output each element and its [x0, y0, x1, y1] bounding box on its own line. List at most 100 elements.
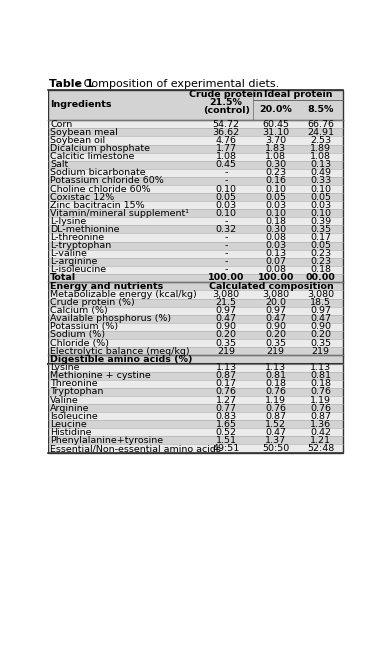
Text: -: - — [224, 249, 228, 258]
Text: 0.47: 0.47 — [310, 314, 331, 323]
Text: -: - — [224, 169, 228, 177]
Text: L-tryptophan: L-tryptophan — [50, 241, 111, 250]
Bar — [48, 185, 343, 193]
Text: 20.0%: 20.0% — [259, 105, 292, 114]
Text: 100.00: 100.00 — [208, 274, 244, 283]
Bar — [48, 380, 343, 388]
Text: 20.0: 20.0 — [265, 298, 286, 307]
Text: 0.97: 0.97 — [216, 306, 237, 315]
Text: 0.20: 0.20 — [216, 331, 237, 339]
Text: 0.23: 0.23 — [310, 257, 331, 266]
Text: L-lysine: L-lysine — [50, 217, 87, 226]
Bar — [48, 428, 343, 436]
Text: 2.53: 2.53 — [310, 136, 331, 145]
Text: -: - — [224, 217, 228, 226]
Text: 0.97: 0.97 — [310, 306, 331, 315]
Bar — [48, 339, 343, 347]
Text: Digestible amino acids (%): Digestible amino acids (%) — [50, 355, 193, 364]
Bar — [48, 363, 343, 372]
Text: – Composition of experimental diets.: – Composition of experimental diets. — [71, 79, 279, 89]
Bar — [48, 274, 343, 282]
Text: 31.10: 31.10 — [262, 128, 289, 137]
Text: -: - — [224, 233, 228, 242]
Text: 1.21: 1.21 — [310, 436, 331, 445]
Text: 0.83: 0.83 — [216, 412, 237, 420]
Text: Total: Total — [50, 274, 76, 283]
Text: 1.08: 1.08 — [265, 152, 286, 161]
Bar — [48, 120, 343, 129]
Text: 0.10: 0.10 — [310, 184, 331, 194]
Text: Choline chloride 60%: Choline chloride 60% — [50, 184, 151, 194]
Text: Calculated composition: Calculated composition — [209, 281, 334, 291]
Bar — [48, 266, 343, 274]
Text: 0.35: 0.35 — [216, 338, 237, 348]
Text: 24.91: 24.91 — [307, 128, 334, 137]
Text: 0.10: 0.10 — [310, 209, 331, 218]
Text: 0.81: 0.81 — [310, 371, 331, 380]
Text: 18.5: 18.5 — [310, 298, 331, 307]
Bar — [48, 323, 343, 331]
Text: Salt: Salt — [50, 160, 69, 169]
Text: Soybean meal: Soybean meal — [50, 128, 118, 137]
Text: 1.89: 1.89 — [310, 144, 331, 153]
Text: 0.90: 0.90 — [310, 322, 331, 331]
Text: Histidine: Histidine — [50, 428, 92, 437]
Text: Isoleucine: Isoleucine — [50, 412, 98, 420]
Text: Valine: Valine — [50, 396, 79, 405]
Text: Calcium (%): Calcium (%) — [50, 306, 108, 315]
Text: Ingredients: Ingredients — [50, 100, 112, 110]
Text: 0.07: 0.07 — [265, 257, 286, 266]
Text: 52:48: 52:48 — [307, 444, 334, 453]
Text: Soybean oil: Soybean oil — [50, 136, 105, 145]
Bar — [48, 89, 343, 453]
Text: 1.51: 1.51 — [216, 436, 237, 445]
Text: Table 1: Table 1 — [49, 79, 94, 89]
Text: 0.05: 0.05 — [310, 241, 331, 250]
Text: 3,080: 3,080 — [307, 290, 334, 299]
Bar — [48, 306, 343, 315]
Text: 1.36: 1.36 — [310, 420, 331, 429]
Text: 1.13: 1.13 — [310, 363, 331, 372]
Text: 219: 219 — [312, 346, 330, 356]
Text: 0.47: 0.47 — [265, 314, 286, 323]
Text: 0.35: 0.35 — [310, 225, 331, 234]
Text: 3,080: 3,080 — [262, 290, 289, 299]
Text: 0.10: 0.10 — [216, 209, 237, 218]
Text: 1.37: 1.37 — [265, 436, 286, 445]
Text: 0.05: 0.05 — [310, 193, 331, 201]
Bar — [48, 282, 343, 291]
Text: 0.10: 0.10 — [265, 209, 286, 218]
Text: 0.35: 0.35 — [265, 338, 286, 348]
Text: -: - — [224, 241, 228, 250]
Text: Dicalcium phosphate: Dicalcium phosphate — [50, 144, 150, 153]
Bar — [48, 445, 343, 453]
Text: 0.39: 0.39 — [310, 217, 331, 226]
Text: Vitamin/mineral supplement¹: Vitamin/mineral supplement¹ — [50, 209, 189, 218]
Text: 0.05: 0.05 — [216, 193, 237, 201]
Text: 0.81: 0.81 — [265, 371, 286, 380]
Text: Sodium bicarbonate: Sodium bicarbonate — [50, 169, 146, 177]
Text: 1.19: 1.19 — [310, 396, 331, 405]
Text: 0.18: 0.18 — [310, 266, 331, 274]
Text: L-valine: L-valine — [50, 249, 87, 258]
Bar — [48, 201, 343, 209]
Text: 21.5%: 21.5% — [210, 98, 242, 107]
Text: 8.5%: 8.5% — [308, 105, 334, 114]
Bar — [48, 129, 343, 136]
Bar — [48, 331, 343, 339]
Text: 1.83: 1.83 — [265, 144, 286, 153]
Text: 54.72: 54.72 — [213, 120, 240, 129]
Bar — [48, 169, 343, 177]
Text: 0.13: 0.13 — [265, 249, 286, 258]
Text: 4.76: 4.76 — [216, 136, 237, 145]
Text: 0.45: 0.45 — [216, 160, 237, 169]
Bar — [48, 404, 343, 412]
Text: 0.87: 0.87 — [216, 371, 237, 380]
Text: 0.76: 0.76 — [310, 403, 331, 413]
Text: Essential/Non-essential amino acids: Essential/Non-essential amino acids — [50, 444, 221, 453]
Bar — [48, 372, 343, 380]
Text: 0.17: 0.17 — [216, 379, 237, 388]
Bar — [48, 388, 343, 396]
Text: 0.16: 0.16 — [265, 176, 286, 186]
Text: Coxistac 12%: Coxistac 12% — [50, 193, 115, 201]
